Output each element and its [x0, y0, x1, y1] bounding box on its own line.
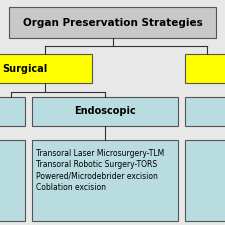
Text: Organ Preservation Strategies: Organ Preservation Strategies — [23, 18, 202, 27]
FancyBboxPatch shape — [0, 54, 92, 83]
Text: Surgical: Surgical — [2, 64, 47, 74]
FancyBboxPatch shape — [184, 140, 225, 220]
FancyBboxPatch shape — [0, 140, 25, 220]
Text: Transoral Laser Microsurgery-TLM
Transoral Robotic Surgery-TORS
Powered/Microdeb: Transoral Laser Microsurgery-TLM Transor… — [36, 148, 164, 192]
FancyBboxPatch shape — [184, 97, 225, 126]
FancyBboxPatch shape — [32, 97, 178, 126]
FancyBboxPatch shape — [9, 7, 216, 38]
FancyBboxPatch shape — [32, 140, 178, 220]
FancyBboxPatch shape — [0, 97, 25, 126]
FancyBboxPatch shape — [184, 54, 225, 83]
Text: Endoscopic: Endoscopic — [74, 106, 135, 116]
